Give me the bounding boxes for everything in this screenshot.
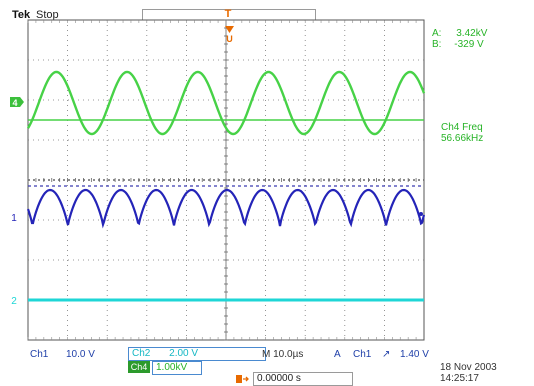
ch4-marker-label: 4 [12, 98, 17, 108]
math-channel-label[interactable]: Ch4 [128, 361, 150, 373]
ch4-waveform [26, 70, 426, 136]
brand-logo: Tek [12, 9, 31, 21]
trigger-level-dot [419, 212, 423, 216]
cursor-a-value: 3.42kV [456, 28, 488, 39]
trigger-slope-icon[interactable]: ↗ [382, 349, 391, 360]
horizontal-position-icon [236, 374, 250, 384]
horizontal-position[interactable]: 0.00000 s [253, 372, 353, 386]
timebase-readout[interactable]: M 10.0µs [262, 349, 304, 360]
ch2-marker-label: 2 [11, 296, 17, 307]
ch2-label: Ch2 [132, 348, 151, 359]
svg-text:U: U [226, 34, 233, 44]
ch2-scale: 2.00 V [169, 348, 199, 359]
ch1-marker-label: 1 [11, 213, 17, 224]
ch1-label[interactable]: Ch1 [30, 349, 49, 360]
trigger-mode[interactable]: A [334, 349, 341, 360]
ch4-ground-marker[interactable]: 4 [10, 97, 24, 108]
measurement-label: Ch4 Freq [441, 122, 483, 133]
ch1-waveform [26, 188, 426, 229]
trigger-source[interactable]: Ch1 [353, 349, 372, 360]
trigger-arrow-icon[interactable]: U [225, 26, 234, 44]
cursor-b-label: B: [432, 39, 442, 50]
ch1-scale[interactable]: 10.0 V [66, 349, 95, 360]
trigger-level[interactable]: 1.40 V [400, 349, 429, 360]
measurement-value: 56.66kHz [441, 133, 484, 144]
trigger-position-marker: T [224, 8, 232, 20]
cursor-b-value: -329 V [454, 39, 484, 50]
ch1-ground-marker[interactable]: 1 [11, 213, 17, 224]
cursor-a-readout: A: 3.42kV [432, 28, 487, 39]
record-view-bracket [142, 9, 316, 20]
cursor-a-label: A: [432, 28, 442, 39]
ch2-ground-marker[interactable]: 2 [11, 296, 17, 307]
math-channel-scale[interactable]: 1.00kV [152, 361, 202, 375]
ch2-scale-box[interactable]: Ch2 2.00 V [128, 347, 266, 361]
cursor-b-readout: B: -329 V [432, 39, 484, 50]
graticule [27, 19, 425, 341]
time-readout: 14:25:17 [440, 373, 479, 384]
acquisition-status: Stop [36, 9, 59, 21]
date-readout: 18 Nov 2003 [440, 362, 497, 373]
